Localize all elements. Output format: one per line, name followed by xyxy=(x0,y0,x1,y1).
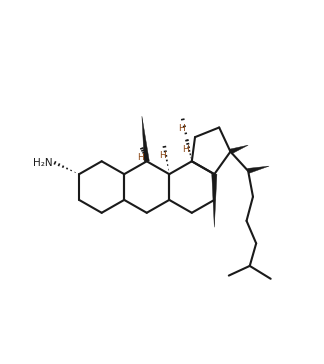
Polygon shape xyxy=(248,166,269,174)
Polygon shape xyxy=(142,116,149,162)
Polygon shape xyxy=(212,174,217,227)
Text: H: H xyxy=(159,151,166,160)
Text: H₂N: H₂N xyxy=(33,158,52,168)
Polygon shape xyxy=(230,145,248,154)
Text: H: H xyxy=(182,145,189,154)
Text: H: H xyxy=(137,153,144,162)
Text: H: H xyxy=(178,124,185,133)
